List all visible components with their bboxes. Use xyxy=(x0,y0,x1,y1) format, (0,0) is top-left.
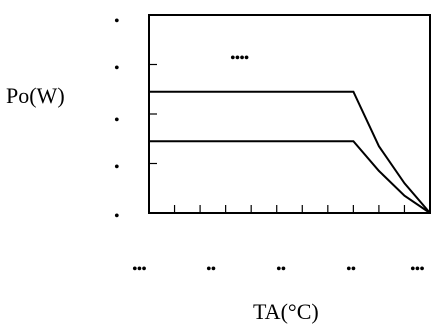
x-ticks xyxy=(173,205,406,213)
series-lines xyxy=(149,90,431,214)
y-tick-label: • xyxy=(114,60,120,77)
y-tick-label: • xyxy=(114,159,120,176)
y-tick-label: • xyxy=(114,208,120,225)
y-ticks xyxy=(149,63,157,165)
y-tick-dots: • • • • • xyxy=(114,13,120,225)
x-tick-label: •• xyxy=(206,261,216,278)
y-tick-label: • xyxy=(114,13,120,30)
x-tick-labels: ••• •• •• •• ••• xyxy=(132,261,425,278)
x-tick-label: ••• xyxy=(132,261,146,278)
x-tick-label: ••• xyxy=(410,261,424,278)
series-line-2 xyxy=(149,140,431,214)
y-axis-label: Po(W) xyxy=(6,83,65,108)
series-line-1 xyxy=(149,90,431,214)
x-tick-label: •• xyxy=(276,261,286,278)
x-axis-label: TA(°C) xyxy=(253,299,319,324)
y-tick-label: • xyxy=(114,112,120,129)
annotation-dots: •••• xyxy=(230,50,249,67)
plot-frame xyxy=(148,14,431,214)
x-tick-label: •• xyxy=(346,261,356,278)
